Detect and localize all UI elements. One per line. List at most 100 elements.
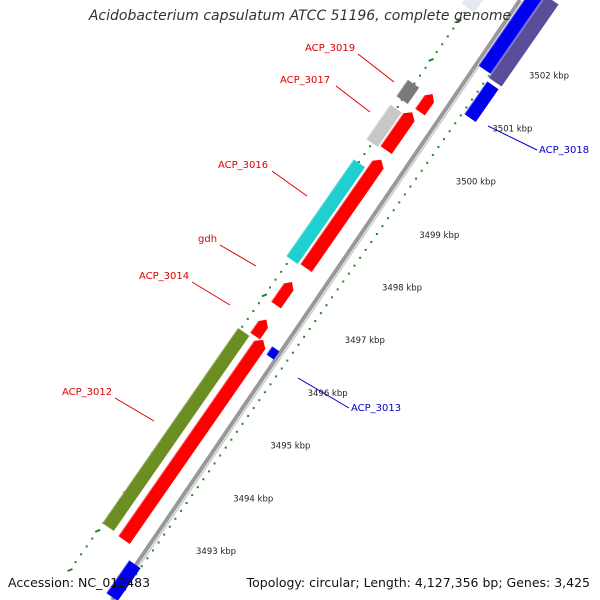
dot-row-0-dot <box>280 270 283 273</box>
dot-row-1-dot <box>426 161 429 164</box>
dot-row-1-dot <box>409 185 412 188</box>
gene-label-gdh: gdh <box>198 234 217 245</box>
dot-row-1-dot <box>303 335 306 338</box>
dot-row-1-dot <box>224 446 227 449</box>
cog-acp-3017 <box>365 103 402 147</box>
gene-label-acp_3016: ACP_3016 <box>218 160 268 171</box>
dot-row-1-dot <box>487 74 490 77</box>
dot-row-1-dot <box>431 153 434 156</box>
cds-acp-3019-highlight <box>414 94 426 110</box>
dot-row-1-dot <box>443 138 446 141</box>
tick-label-3493-kbp: 3493 kbp <box>196 547 236 557</box>
cds-gdh-body <box>271 282 294 309</box>
dot-row-1-dot <box>347 272 350 275</box>
tick-label-3500-kbp: 3500 kbp <box>456 178 496 188</box>
cds-top-blue-highlight <box>477 0 526 67</box>
cog-acp-3012 <box>101 327 250 531</box>
gene-label-acp_3012: ACP_3012 <box>62 387 112 398</box>
dot-row-1-dot <box>157 541 160 544</box>
cds-acp-3014 <box>249 319 268 340</box>
cog-top-light <box>460 0 484 13</box>
cds-top-blue <box>477 0 544 75</box>
cog-acp-3019-highlight <box>395 79 409 97</box>
dot-row-1-dot <box>381 225 384 228</box>
dot-row-1-dot <box>331 296 334 299</box>
leader-acp_3018 <box>487 125 538 151</box>
backbone-line <box>110 0 522 600</box>
tick-label-3501-kbp: 3501 kbp <box>492 125 532 135</box>
cds-acp-3016 <box>299 159 384 272</box>
dot-row-1-dot <box>168 525 171 528</box>
leader-acp_3012 <box>114 397 155 422</box>
dot-row-0-dot <box>413 82 416 85</box>
cog-acp-3017-highlight <box>365 103 392 140</box>
dot-row-1-dot <box>370 240 373 243</box>
dot-row-1-dot <box>364 248 367 251</box>
dot-row-1-dot <box>213 462 216 465</box>
cog-acp-3012-body <box>102 327 250 531</box>
dot-row-1-dot <box>359 256 362 259</box>
dot-row-1-dot <box>415 177 418 180</box>
tick-label-3496-kbp: 3496 kbp <box>308 389 348 399</box>
dot-row-1-dot <box>336 288 339 291</box>
gene-label-acp_3013: ACP_3013 <box>351 403 401 414</box>
dot-row-0-dot <box>274 278 277 281</box>
dot-row-0-dot <box>269 286 271 289</box>
tick-label-3498-kbp: 3498 kbp <box>382 284 422 294</box>
dot-row-0-dot <box>424 66 427 69</box>
gene-label-acp_3018: ACP_3018 <box>539 145 589 156</box>
dot-row-1-dot <box>146 557 149 560</box>
cds-acp-3014-highlight <box>249 320 259 334</box>
cds-acp-3016-body <box>300 159 384 272</box>
cog-acp-3019 <box>395 79 420 104</box>
dot-row-0-dot <box>252 310 255 313</box>
dot-row-0-dot <box>441 43 444 46</box>
accession-text: Accession: NC_012483 <box>8 575 151 590</box>
dot-row-0-tick <box>94 528 101 533</box>
dot-row-1-dot <box>398 201 401 204</box>
dot-row-0-dot <box>246 317 249 320</box>
dot-row-0-tick <box>456 18 462 23</box>
cds-gdh <box>270 282 294 309</box>
dot-row-1-dot <box>319 312 322 315</box>
leader-acp_3014 <box>191 281 231 306</box>
dot-row-0-tick <box>428 58 434 62</box>
leader-gdh <box>219 244 257 267</box>
dot-row-1-dot <box>252 407 255 410</box>
dot-row-0-dot <box>257 302 260 305</box>
dot-row-0-dot <box>285 262 288 265</box>
dot-row-1-dot <box>471 98 474 101</box>
tick-label-3494-kbp: 3494 kbp <box>233 494 273 504</box>
leader-acp_3017 <box>335 85 371 113</box>
cds-acp-3013 <box>265 345 280 360</box>
dot-row-1-dot <box>482 82 485 85</box>
dot-row-0-dot <box>74 561 77 564</box>
dot-row-0-dot <box>463 11 466 14</box>
dot-row-1-dot <box>202 478 205 481</box>
cog-top-light-body <box>461 0 484 13</box>
cds-acp-3012 <box>117 339 266 544</box>
dot-row-1-dot <box>291 351 294 354</box>
tick-label-3495-kbp: 3495 kbp <box>270 442 310 452</box>
cds-bottom-blue-body <box>106 560 141 600</box>
backbone <box>110 0 525 600</box>
cds-gdh-highlight <box>270 282 285 303</box>
dot-row-0-dot <box>363 153 366 156</box>
dot-row-1-dot <box>420 169 423 172</box>
dot-row-1-dot <box>280 367 283 370</box>
dot-row-1-dot <box>263 391 266 394</box>
dot-row-1-dot <box>476 90 479 93</box>
dot-row-1-dot <box>314 320 317 323</box>
cds-acp-3017-body <box>380 112 415 154</box>
dot-row-1-dot <box>185 501 188 504</box>
gene-label-acp_3017: ACP_3017 <box>280 75 330 86</box>
dot-row-1-dot <box>297 343 300 346</box>
dot-row-1-dot <box>191 494 194 497</box>
cds-acp-3012-body <box>118 339 266 544</box>
features <box>101 0 559 600</box>
dot-row-0-dot <box>85 545 88 548</box>
map-title: Acidobacterium capsulatum ATCC 51196, co… <box>88 8 512 24</box>
cog-acp-3016-highlight <box>285 158 355 257</box>
cds-top-blue-body <box>478 0 544 75</box>
leader-acp_3019 <box>357 53 395 83</box>
